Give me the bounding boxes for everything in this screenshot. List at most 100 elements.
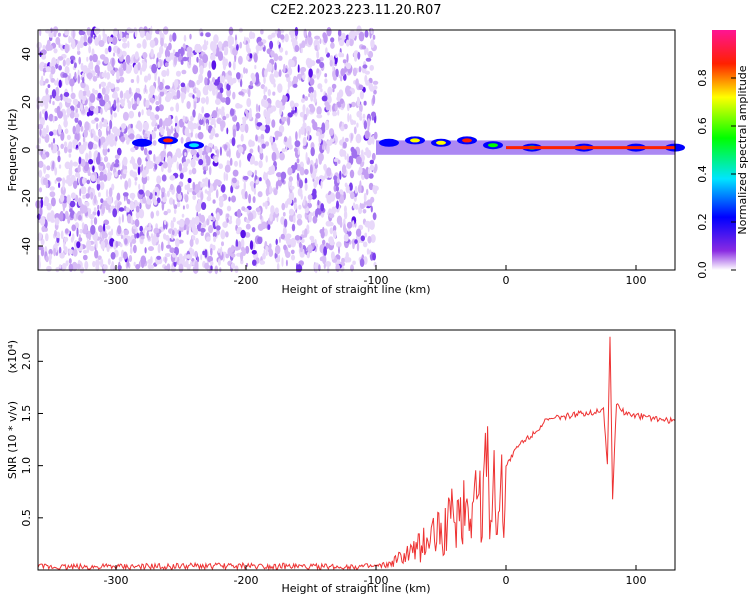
spectrogram-cell	[219, 146, 222, 156]
spectrogram-cell	[60, 143, 64, 149]
spectrogram-cell	[240, 133, 244, 142]
spectrogram-cell	[335, 53, 338, 58]
spectrogram-cell	[196, 256, 200, 263]
spectrogram-cell	[373, 189, 378, 195]
spectrogram-cell	[195, 203, 201, 213]
spectrogram-cell	[231, 262, 236, 269]
spectrogram-cell	[352, 220, 355, 228]
spectrogram-cell	[322, 32, 327, 39]
spectrogram-cell	[275, 181, 279, 191]
spectrogram-cell	[96, 156, 101, 165]
y-tick-label: 2.0	[20, 353, 33, 371]
spectrogram-cell	[274, 29, 278, 35]
spectrogram-cell	[126, 139, 130, 145]
spectrogram-cell	[118, 33, 121, 40]
spectrogram-cell	[343, 123, 348, 130]
spectrogram-cell	[369, 64, 375, 71]
spectrogram-cell	[325, 261, 332, 267]
spectrogram-cell	[281, 148, 286, 153]
spectrogram-cell	[126, 213, 132, 224]
spectrogram-cell	[99, 171, 104, 178]
spectrogram-cell	[348, 32, 351, 42]
spectrogram-cell	[74, 117, 79, 123]
spectrogram-cell	[188, 169, 193, 175]
spectrogram-cell	[359, 90, 364, 100]
spectrogram-cell	[58, 164, 62, 169]
spectrogram-cell	[221, 241, 224, 247]
spectrogram-cell	[228, 219, 233, 225]
spectrogram-cell	[226, 88, 232, 97]
spectrogram-cell	[208, 192, 211, 198]
spectrogram-cell	[230, 185, 234, 194]
spectrogram-cell	[241, 206, 246, 212]
spectrogram-cell	[335, 263, 341, 272]
spectrogram-cell	[107, 63, 111, 72]
spectrogram-cell	[180, 59, 184, 65]
spectrogram-cell	[103, 174, 108, 182]
spectrogram-cell	[112, 52, 116, 57]
spectrogram-cell	[141, 109, 144, 116]
spectrogram-cell	[222, 115, 227, 121]
spectrogram-cell	[200, 254, 203, 261]
spectrogram-cell	[184, 184, 188, 190]
spectrogram-cell	[298, 241, 302, 249]
x-tick-label: -300	[104, 574, 129, 587]
spectrogram-cell	[134, 181, 137, 186]
spectrogram-cell	[279, 47, 284, 53]
spectrogram-cell	[157, 76, 161, 86]
spectrogram-cell	[254, 169, 257, 176]
spectrogram-cell	[61, 263, 67, 270]
spectrogram-cell	[64, 228, 69, 234]
spectrogram-cell	[367, 167, 371, 175]
spectrogram-cell	[60, 230, 64, 240]
spectrogram-cell	[143, 228, 146, 235]
spectrogram-cell	[40, 216, 46, 226]
spectrogram-cell	[50, 94, 53, 100]
spectrogram-cell	[317, 199, 320, 206]
spectrogram-cell	[283, 244, 287, 251]
spectrogram-cell	[70, 192, 76, 199]
spectrogram-cell	[125, 54, 131, 65]
spectrogram-cell	[290, 237, 297, 248]
spectrogram-cell	[227, 39, 233, 49]
spectrogram-cell	[66, 107, 72, 115]
spectrogram-cell	[224, 164, 231, 173]
spectrogram-cell	[86, 27, 91, 36]
spectrogram-cell	[200, 231, 204, 236]
spectrogram-cell	[39, 29, 42, 37]
spectrogram-cell	[64, 161, 71, 170]
spectrogram-cell	[64, 210, 69, 220]
spectrogram-cell	[122, 61, 127, 71]
spectrogram-cell	[118, 216, 121, 225]
spectrogram-cell	[93, 217, 98, 225]
spectrogram-cell	[41, 153, 47, 160]
spectrogram-cell	[249, 240, 254, 251]
spectrogram-cell	[154, 163, 158, 170]
spectrogram-cell	[98, 40, 105, 47]
spectrogram-cell	[253, 187, 257, 195]
spectrogram-cell	[164, 85, 171, 90]
spectrogram-cell	[143, 75, 149, 83]
spectrogram-cell	[209, 134, 214, 140]
spectrogram-cell	[306, 251, 310, 259]
spectrogram-cell	[59, 93, 63, 101]
spectrogram-cell	[146, 176, 150, 181]
spectrogram-cell	[344, 137, 349, 142]
spectrogram-cell	[150, 211, 154, 219]
spectrogram-cell	[78, 56, 81, 65]
spectrogram-cell	[75, 108, 78, 114]
spectrogram-cell	[53, 30, 57, 38]
spectrogram-cell	[67, 216, 71, 224]
spectrogram-cell	[293, 202, 298, 211]
spectrogram-cell	[84, 106, 89, 112]
spectrogram-cell	[304, 177, 308, 185]
spectrogram-cell	[273, 188, 278, 196]
spectrogram-cell	[245, 245, 250, 254]
spectrogram-cell	[207, 70, 212, 79]
spectrogram-cell	[96, 122, 99, 130]
spectrogram-cell	[46, 165, 51, 171]
spectrogram-cell	[115, 136, 118, 142]
spectrogram-cell	[198, 112, 201, 121]
spectrogram-cell	[186, 158, 191, 164]
spectrogram-cell	[153, 154, 156, 162]
